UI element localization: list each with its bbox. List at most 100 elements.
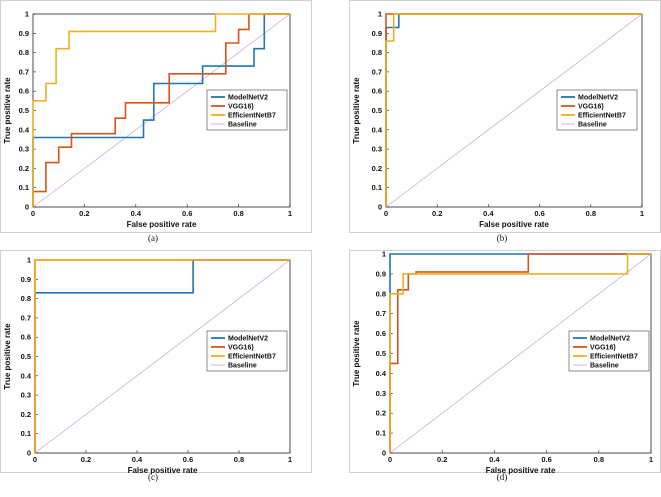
legend-label: ModelNetV2 — [578, 95, 618, 102]
legend-label: Baseline — [228, 363, 257, 370]
x-tick-label: 0.8 — [594, 455, 604, 464]
y-tick-label: 0.3 — [376, 389, 386, 398]
legend-label: ModelNetV2 — [228, 336, 268, 343]
legend-label: ModelNetV2 — [590, 336, 630, 343]
y-tick-label: 0.7 — [21, 313, 31, 322]
y-tick-label: 0.1 — [19, 183, 29, 192]
y-tick-label: 0.5 — [376, 349, 386, 358]
x-tick-label: 1 — [640, 209, 644, 218]
x-axis-label: False positive rate — [127, 220, 197, 229]
panel-frame — [0, 0, 312, 233]
y-tick-label: 0.2 — [372, 164, 382, 173]
y-tick-label: 0.8 — [376, 289, 386, 298]
y-tick-label: 0.2 — [19, 164, 29, 173]
series-line-baseline — [385, 13, 643, 208]
legend-label: Baseline — [578, 122, 607, 129]
y-tick-label: 0.4 — [376, 369, 387, 378]
legend-label: VGG16) — [228, 345, 254, 352]
y-tick-label: 0.8 — [19, 48, 29, 57]
series-line-modelnetv2 — [32, 13, 290, 207]
x-tick-label: 0.6 — [541, 455, 551, 464]
y-tick-label: 0.9 — [21, 275, 31, 284]
y-axis-label: True positive rate — [352, 77, 361, 144]
y-tick-label: 0.7 — [19, 67, 29, 76]
legend-label: EfficientNetB7 — [590, 354, 638, 361]
roc-panel-b: 0 0.2 0.4 0.6 0.8 1 0 0.1 0.2 0.3 0.4 0.5 0.6 0.7 0.8 0… — [349, 0, 661, 243]
panel-caption: (b) — [497, 233, 508, 243]
series-line-efficientnetb7 — [385, 13, 642, 207]
y-tick-label: 0.9 — [376, 269, 386, 278]
x-tick-label: 0.4 — [131, 209, 142, 218]
y-tick-label: 0.3 — [372, 145, 382, 154]
y-tick-label: 0.3 — [21, 391, 31, 400]
y-tick-label: 0.6 — [376, 329, 386, 338]
legend-label: EfficientNetB7 — [228, 113, 276, 120]
x-tick-label: 0 — [388, 455, 392, 464]
y-tick-label: 0.4 — [21, 371, 32, 380]
y-tick-label: 0 — [25, 203, 29, 212]
x-tick-label: 0.6 — [182, 209, 192, 218]
y-tick-label: 0 — [27, 449, 31, 458]
y-tick-label: 0.2 — [376, 409, 386, 418]
x-tick-label: 0.8 — [586, 209, 596, 218]
series-line-vgg16 — [32, 13, 290, 207]
y-tick-label: 0.9 — [19, 29, 29, 38]
x-tick-label: 0 — [33, 455, 37, 464]
series-line-efficientnetb7 — [32, 13, 290, 207]
legend-label: ModelNetV2 — [228, 95, 268, 102]
roc-panel-c: 0 0.2 0.4 0.6 0.8 1 0 0.1 0.2 0.3 0.4 0.5 0.6 0.7 0.8 0… — [0, 250, 312, 482]
y-tick-label: 0.3 — [19, 145, 29, 154]
x-tick-label: 0.8 — [233, 209, 243, 218]
legend-label: Baseline — [590, 363, 619, 370]
x-tick-label: 0.4 — [489, 455, 500, 464]
y-axis-label: True positive rate — [3, 323, 12, 390]
y-tick-label: 1 — [25, 10, 29, 19]
y-tick-label: 0.7 — [376, 309, 386, 318]
x-tick-label: 0.2 — [79, 209, 89, 218]
panel-caption: (a) — [148, 233, 158, 243]
y-tick-label: 0.9 — [372, 29, 382, 38]
x-tick-label: 0.2 — [432, 209, 442, 218]
panel-frame — [0, 250, 312, 473]
x-tick-label: 0.4 — [483, 209, 494, 218]
y-tick-label: 1 — [27, 256, 31, 265]
roc-panel-d: 0 0.2 0.4 0.6 0.8 1 0 0.1 0.2 0.3 0.4 0.5 0.6 0.7 0.8 0… — [349, 250, 661, 482]
y-tick-label: 0.8 — [372, 48, 382, 57]
x-axis-label: False positive rate — [486, 466, 556, 475]
legend-label: VGG16) — [578, 104, 604, 111]
x-tick-label: 0.2 — [437, 455, 447, 464]
series-line-baseline — [32, 13, 291, 208]
x-tick-label: 0.2 — [81, 455, 91, 464]
x-tick-label: 0.6 — [183, 455, 193, 464]
series-line-baseline — [34, 259, 291, 454]
y-tick-label: 0.6 — [19, 87, 29, 96]
y-tick-label: 1 — [378, 10, 382, 19]
y-tick-label: 0.8 — [21, 294, 31, 303]
panel-caption: (d) — [497, 472, 508, 482]
x-tick-label: 1 — [288, 209, 292, 218]
legend-label: VGG16) — [590, 345, 616, 352]
x-tick-label: 0.4 — [132, 455, 143, 464]
legend-label: VGG16) — [228, 104, 254, 111]
y-tick-label: 0.5 — [372, 106, 382, 115]
x-tick-label: 0 — [384, 209, 388, 218]
roc-panel-a: 0 0.2 0.4 0.6 0.8 1 0 0.1 0.2 0.3 0.4 0.5 0.6 0.7 0.8 0… — [0, 0, 312, 243]
y-tick-label: 0.5 — [19, 106, 29, 115]
y-tick-label: 0 — [378, 203, 382, 212]
y-tick-label: 0 — [382, 449, 386, 458]
y-tick-label: 0.6 — [21, 333, 31, 342]
legend-label: EfficientNetB7 — [228, 354, 276, 361]
y-tick-label: 0.4 — [372, 125, 383, 134]
y-axis-label: True positive rate — [3, 77, 12, 144]
series-line-baseline — [389, 253, 652, 454]
x-tick-label: 1 — [288, 455, 292, 464]
series-line-efficientnetb7 — [34, 259, 290, 453]
y-tick-label: 0.1 — [21, 429, 31, 438]
y-tick-label: 0.2 — [21, 410, 31, 419]
legend-label: EfficientNetB7 — [578, 113, 626, 120]
y-tick-label: 0.6 — [372, 87, 382, 96]
y-tick-label: 1 — [382, 250, 386, 259]
x-tick-label: 1 — [649, 455, 653, 464]
